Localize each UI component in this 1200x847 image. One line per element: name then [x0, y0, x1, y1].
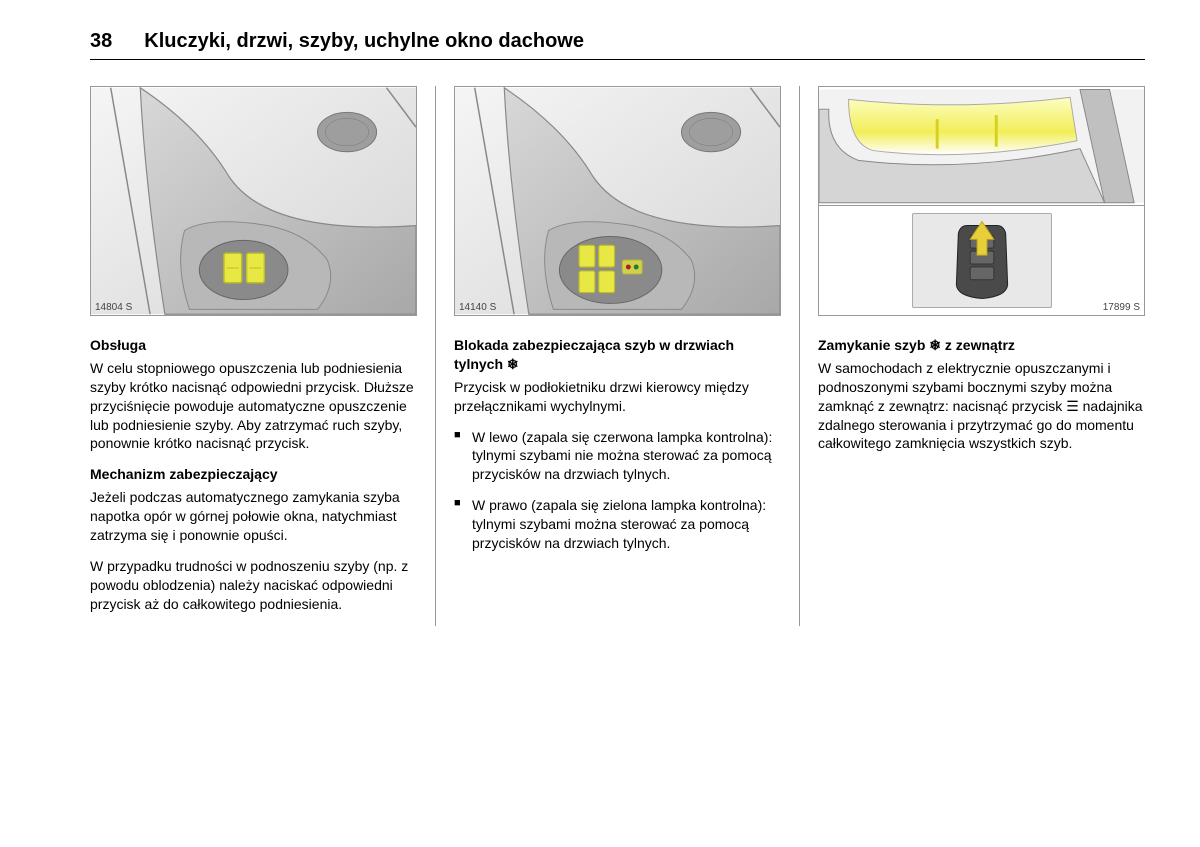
figure-3-container — [819, 87, 1144, 315]
col1-heading-1: Obsługa — [90, 336, 417, 355]
figure-3-remote-illustration — [819, 206, 1144, 315]
figure-1-label: 14804 S — [95, 302, 132, 313]
page-title: Kluczyki, drzwi, szyby, uchylne okno dac… — [144, 30, 584, 53]
figure-1: 14804 S — [90, 86, 417, 316]
col3-heading-1: Zamykanie szyb ❄ z zewnątrz — [818, 336, 1145, 355]
header-divider — [90, 59, 1145, 60]
col1-heading-2: Mechanizm zabezpieczający — [90, 465, 417, 484]
content-columns: 14804 S Obsługa W celu stopniowego opusz… — [90, 86, 1145, 626]
col2-heading-1: Blokada zabezpieczająca szyb w drzwiach … — [454, 336, 781, 374]
figure-3-label: 17899 S — [1103, 302, 1140, 313]
col2-bullet-list: W lewo (zapala się czerwona lampka kontr… — [454, 428, 781, 565]
figure-3: 17899 S — [818, 86, 1145, 316]
figure-3-window-illustration — [819, 87, 1144, 206]
column-1: 14804 S Obsługa W celu stopniowego opusz… — [90, 86, 417, 626]
figure-2: 14140 S — [454, 86, 781, 316]
remote-key-box — [912, 213, 1052, 308]
door-panel-illustration-2 — [455, 87, 780, 315]
door-panel-illustration-1 — [91, 87, 416, 315]
column-2: 14140 S Blokada zabezpieczająca szyb w d… — [435, 86, 781, 626]
col1-text-2: Jeżeli podczas automatycznego zamykania … — [90, 488, 417, 545]
col2-bullet-2: W prawo (zapala się zielona lampka kontr… — [454, 496, 781, 553]
figure-2-label: 14140 S — [459, 302, 496, 313]
col2-bullet-1: W lewo (zapala się czerwona lampka kontr… — [454, 428, 781, 485]
col1-text-3: W przypadku trudności w podnoszeniu szyb… — [90, 557, 417, 614]
col2-text-1: Przycisk w podłokietniku drzwi kierowcy … — [454, 378, 781, 416]
col3-text-1: W samochodach z elektrycznie opuszczanym… — [818, 359, 1145, 453]
column-3: 17899 S Zamykanie szyb ❄ z zewnątrz W sa… — [799, 86, 1145, 626]
page-header: 38 Kluczyki, drzwi, szyby, uchylne okno … — [90, 30, 1145, 53]
page-number: 38 — [90, 30, 112, 53]
col1-text-1: W celu stopniowego opuszczenia lub podni… — [90, 359, 417, 453]
